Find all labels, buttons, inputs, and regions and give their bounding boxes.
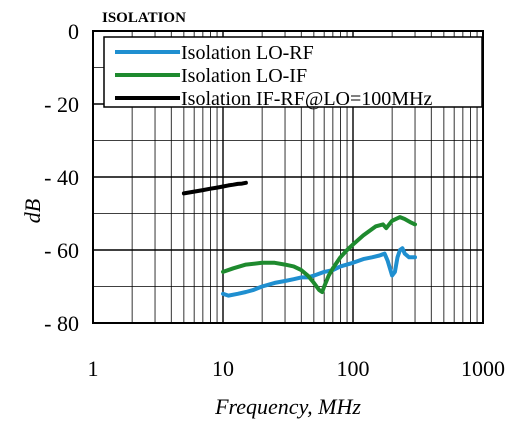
y-tick-label: - 80 bbox=[44, 311, 79, 336]
legend-label: Isolation IF-RF@LO=100MHz bbox=[181, 88, 432, 110]
legend-label: Isolation LO-IF bbox=[181, 65, 307, 87]
series-line-3 bbox=[181, 180, 248, 196]
series-line-2 bbox=[221, 215, 417, 294]
x-tick-label: 10 bbox=[212, 356, 234, 381]
x-tick-label: 1000 bbox=[461, 356, 505, 381]
y-axis-label: dB bbox=[20, 199, 45, 223]
y-tick-label: - 20 bbox=[44, 92, 79, 117]
series-lines bbox=[181, 180, 417, 298]
plot-frame bbox=[92, 30, 484, 324]
x-axis-label: Frequency, MHz bbox=[214, 394, 361, 419]
x-tick-label: 1 bbox=[88, 356, 99, 381]
x-tick-label: 100 bbox=[337, 356, 370, 381]
y-tick-label: - 60 bbox=[44, 238, 79, 263]
tick-labels: 1 10 100 1000 0 - 20 - 40 - 60 - 80 bbox=[44, 19, 505, 381]
legend-box bbox=[103, 36, 483, 108]
chart-title: ISOLATION bbox=[102, 10, 186, 26]
y-tick-label: 0 bbox=[68, 19, 79, 44]
legend-label: Isolation LO-RF bbox=[181, 42, 314, 64]
y-tick-label: - 40 bbox=[44, 165, 79, 190]
series-line-1 bbox=[221, 246, 417, 298]
